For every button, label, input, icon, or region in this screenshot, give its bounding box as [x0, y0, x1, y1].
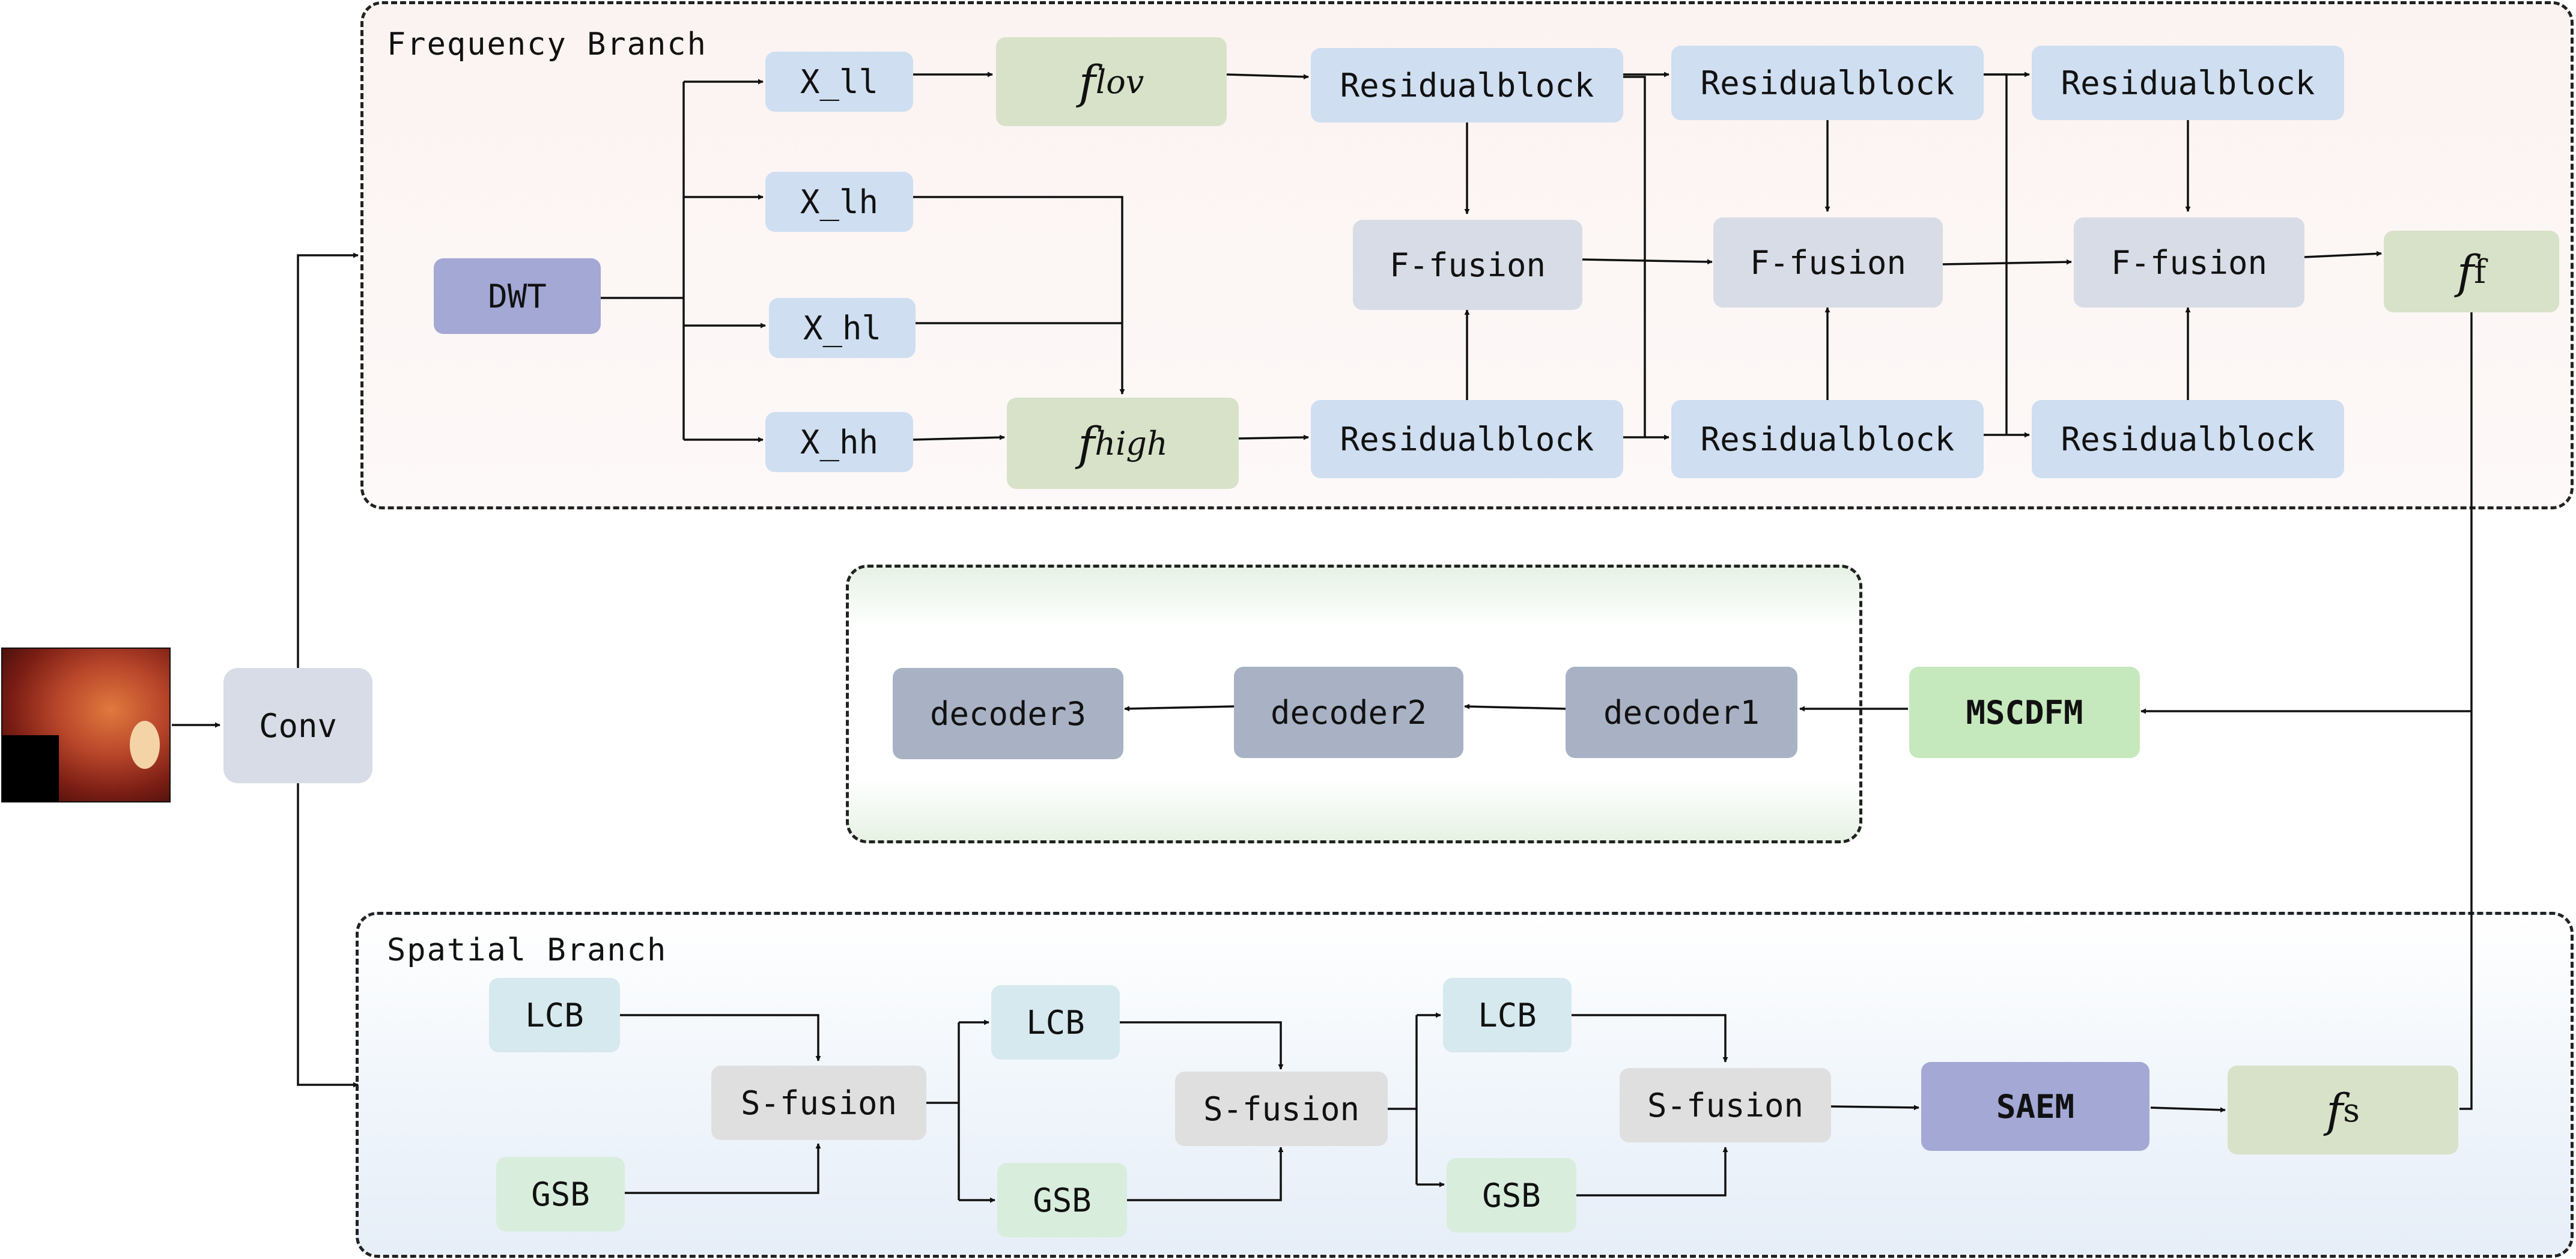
residual-block-bottom-2: Residualblock: [1671, 400, 1984, 478]
s-fusion-1: S-fusion: [711, 1066, 926, 1140]
endoscopy-image-icon: [1, 648, 171, 802]
f-s-sub: s: [2343, 1091, 2360, 1129]
residual-block-bottom-3: Residualblock: [2032, 400, 2344, 478]
decoder3-block: decoder3: [893, 668, 1123, 759]
saem-block: SAEM: [1921, 1062, 2149, 1151]
f-high-feature: f high: [1007, 398, 1239, 489]
s-fusion-3: S-fusion: [1620, 1068, 1831, 1142]
f-low-base: f: [1078, 55, 1096, 109]
f-fusion-1: F-fusion: [1353, 220, 1582, 310]
subband-x-hh: X_hh: [765, 412, 913, 472]
f-low-feature: f lov: [996, 37, 1227, 126]
lcb-block-2: LCB: [991, 985, 1120, 1060]
lcb-block-1: LCB: [489, 978, 620, 1052]
f-high-base: f: [1078, 416, 1095, 470]
f-fusion-3: F-fusion: [2074, 217, 2304, 308]
f-fusion-2: F-fusion: [1713, 217, 1943, 308]
f-high-sub: high: [1095, 424, 1168, 463]
conv-block: Conv: [223, 668, 372, 783]
f-f-base: f: [2456, 244, 2474, 299]
subband-x-hl: X_hl: [769, 298, 916, 358]
residual-block-top-2: Residualblock: [1671, 46, 1984, 120]
dwt-block: DWT: [434, 258, 601, 334]
subband-x-ll: X_ll: [765, 52, 913, 112]
decoder1-block: decoder1: [1566, 667, 1797, 758]
gsb-block-1: GSB: [496, 1157, 625, 1231]
gsb-block-2: GSB: [997, 1163, 1127, 1237]
lcb-block-3: LCB: [1443, 978, 1572, 1052]
frequency-branch-title: Frequency Branch: [387, 26, 707, 62]
f-f-sub: f: [2474, 252, 2486, 291]
mscdfm-block: MSCDFM: [1909, 667, 2140, 758]
residual-block-bottom-1: Residualblock: [1311, 400, 1623, 478]
residual-block-top-1: Residualblock: [1311, 48, 1623, 123]
decoder2-block: decoder2: [1234, 667, 1463, 758]
subband-x-lh: X_lh: [765, 172, 913, 232]
residual-block-top-3: Residualblock: [2032, 46, 2344, 120]
f-low-sub: lov: [1095, 62, 1144, 101]
lesion-highlight: [130, 721, 160, 769]
spatial-branch-title: Spatial Branch: [387, 932, 667, 968]
s-fusion-2: S-fusion: [1175, 1072, 1388, 1146]
gsb-block-3: GSB: [1447, 1158, 1576, 1233]
image-black-corner: [2, 735, 59, 801]
f-s-base: f: [2326, 1083, 2344, 1137]
